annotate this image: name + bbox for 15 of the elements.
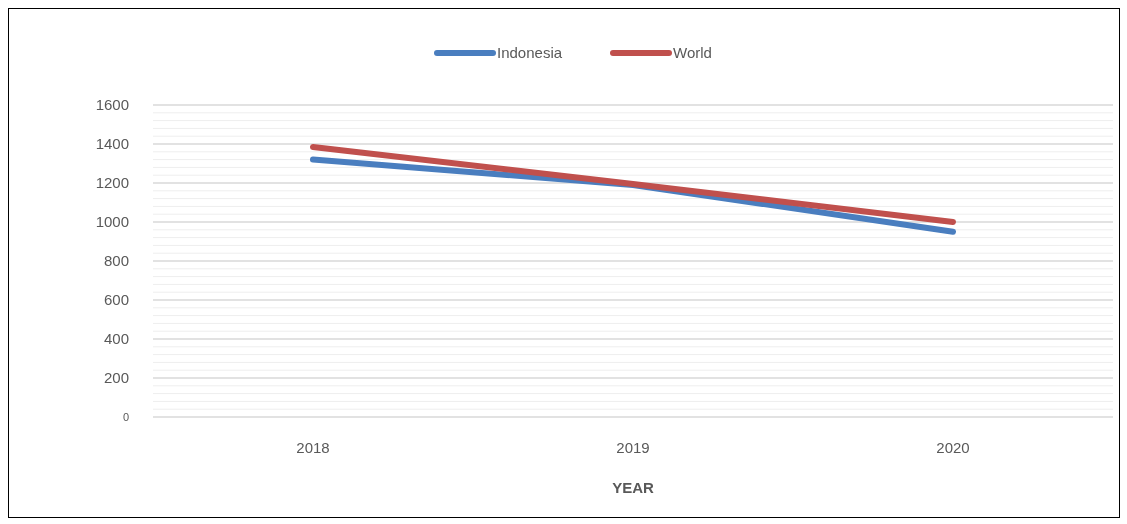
x-axis-title: YEAR	[612, 479, 654, 496]
y-tick-label: 600	[103, 291, 129, 309]
y-tick-label: 200	[103, 369, 129, 387]
x-tick-label: 2019	[616, 439, 650, 456]
y-tick-label: 1600	[95, 96, 129, 114]
y-tick-label: 0	[122, 410, 129, 423]
legend-label: World	[673, 44, 712, 62]
x-tick-label: 2018	[296, 439, 330, 456]
y-tick-label: 1200	[95, 174, 129, 192]
x-tick-label: 2020	[936, 439, 970, 456]
y-tick-label: 1400	[95, 135, 129, 153]
y-tick-label: 1000	[95, 213, 129, 231]
y-tick-label: 800	[103, 252, 129, 270]
legend-label: Indonesia	[497, 44, 563, 62]
y-tick-label: 400	[103, 330, 129, 348]
